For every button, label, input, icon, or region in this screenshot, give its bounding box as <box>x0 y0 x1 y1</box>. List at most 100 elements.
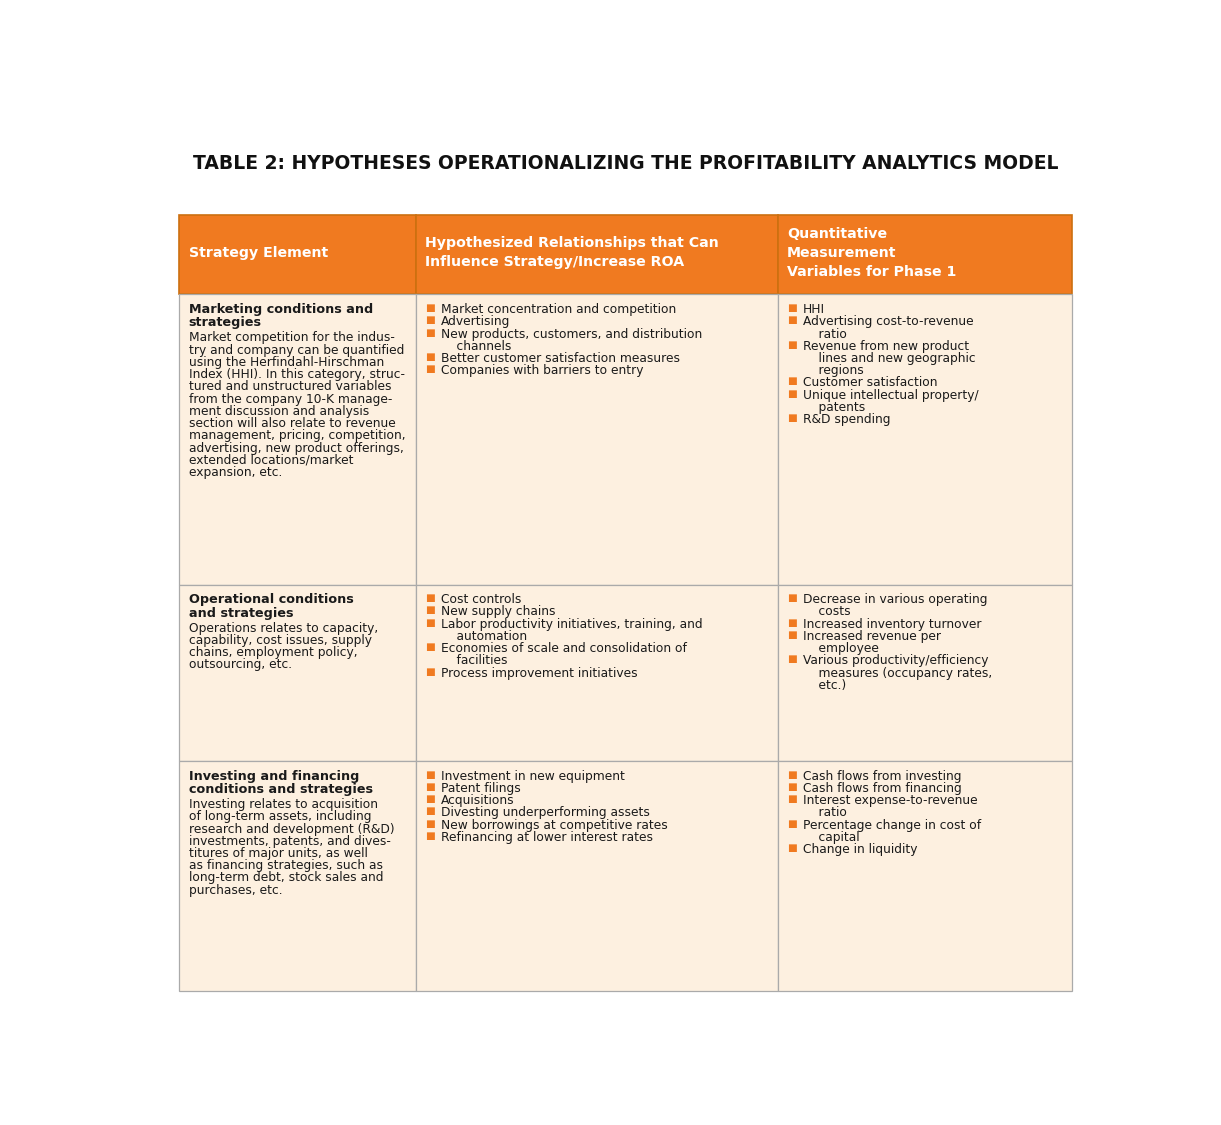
Text: Increased revenue per: Increased revenue per <box>803 630 941 644</box>
Bar <box>416 215 778 295</box>
Text: Market concentration and competition: Market concentration and competition <box>441 303 676 316</box>
Text: investments, patents, and dives-: investments, patents, and dives- <box>188 835 391 848</box>
Text: ■: ■ <box>788 377 797 387</box>
Text: Hypothesized Relationships that Can
Influence Strategy/Increase ROA: Hypothesized Relationships that Can Infl… <box>425 236 719 269</box>
Text: Labor productivity initiatives, training, and: Labor productivity initiatives, training… <box>441 618 703 631</box>
Text: conditions and strategies: conditions and strategies <box>188 783 372 796</box>
Text: Advertising: Advertising <box>441 315 510 328</box>
Bar <box>416 585 778 760</box>
Text: Divesting underperforming assets: Divesting underperforming assets <box>441 807 650 819</box>
Text: Refinancing at lower interest rates: Refinancing at lower interest rates <box>441 831 653 844</box>
Text: ■: ■ <box>425 618 435 628</box>
Text: Decrease in various operating: Decrease in various operating <box>803 593 988 606</box>
Text: ■: ■ <box>425 303 435 313</box>
Text: Quantitative
Measurement
Variables for Phase 1: Quantitative Measurement Variables for P… <box>788 227 956 279</box>
Text: Various productivity/efficiency: Various productivity/efficiency <box>803 655 988 667</box>
Text: lines and new geographic: lines and new geographic <box>803 352 976 364</box>
Text: capability, cost issues, supply: capability, cost issues, supply <box>188 633 371 647</box>
Text: ■: ■ <box>788 782 797 792</box>
Text: Market competition for the indus-: Market competition for the indus- <box>188 332 394 344</box>
Text: ■: ■ <box>788 593 797 603</box>
Text: tured and unstructured variables: tured and unstructured variables <box>188 380 391 394</box>
Text: Investment in new equipment: Investment in new equipment <box>441 770 625 783</box>
Text: R&D spending: R&D spending <box>803 413 890 426</box>
Text: Economies of scale and consolidation of: Economies of scale and consolidation of <box>441 642 687 655</box>
Bar <box>179 295 416 585</box>
Text: extended locations/market: extended locations/market <box>188 453 353 467</box>
Text: Investing and financing: Investing and financing <box>188 770 359 783</box>
Text: ■: ■ <box>788 794 797 804</box>
Text: facilities: facilities <box>441 655 508 667</box>
Text: as financing strategies, such as: as financing strategies, such as <box>188 860 382 872</box>
Text: Revenue from new product: Revenue from new product <box>803 340 969 353</box>
Text: Strategy Element: Strategy Element <box>188 246 327 260</box>
Text: ratio: ratio <box>803 807 846 819</box>
Text: from the company 10-K manage-: from the company 10-K manage- <box>188 393 392 406</box>
Bar <box>416 295 778 585</box>
Text: costs: costs <box>803 605 851 619</box>
Text: ■: ■ <box>788 303 797 313</box>
Text: ■: ■ <box>788 770 797 780</box>
Text: ■: ■ <box>425 794 435 804</box>
Text: HHI: HHI <box>803 303 825 316</box>
Text: ■: ■ <box>788 819 797 829</box>
Text: ■: ■ <box>788 843 797 853</box>
Text: Interest expense-to-revenue: Interest expense-to-revenue <box>803 794 978 807</box>
Text: Cash flows from financing: Cash flows from financing <box>803 782 962 795</box>
Text: ■: ■ <box>788 340 797 350</box>
Text: ■: ■ <box>425 642 435 652</box>
Bar <box>778 760 1072 991</box>
Text: titures of major units, as well: titures of major units, as well <box>188 847 368 860</box>
Bar <box>416 760 778 991</box>
Text: ■: ■ <box>425 364 435 375</box>
Text: Operations relates to capacity,: Operations relates to capacity, <box>188 622 377 634</box>
Text: using the Herfindahl-Hirschman: using the Herfindahl-Hirschman <box>188 356 383 369</box>
Text: ■: ■ <box>425 352 435 362</box>
Text: long-term debt, stock sales and: long-term debt, stock sales and <box>188 872 383 884</box>
Text: Companies with barriers to entry: Companies with barriers to entry <box>441 364 643 377</box>
Text: management, pricing, competition,: management, pricing, competition, <box>188 430 405 442</box>
Text: of long-term assets, including: of long-term assets, including <box>188 810 371 824</box>
Text: Index (HHI). In this category, struc-: Index (HHI). In this category, struc- <box>188 368 404 381</box>
Text: ■: ■ <box>425 327 435 338</box>
Text: Better customer satisfaction measures: Better customer satisfaction measures <box>441 352 680 364</box>
Text: ■: ■ <box>788 618 797 628</box>
Text: Unique intellectual property/: Unique intellectual property/ <box>803 389 978 402</box>
Text: ment discussion and analysis: ment discussion and analysis <box>188 405 369 417</box>
Text: ■: ■ <box>425 605 435 615</box>
Text: TABLE 2: HYPOTHESES OPERATIONALIZING THE PROFITABILITY ANALYTICS MODEL: TABLE 2: HYPOTHESES OPERATIONALIZING THE… <box>193 154 1059 173</box>
Bar <box>778 585 1072 760</box>
Text: ■: ■ <box>788 315 797 325</box>
Text: employee: employee <box>803 642 879 655</box>
Text: ■: ■ <box>425 819 435 829</box>
Text: ■: ■ <box>788 413 797 423</box>
Text: etc.): etc.) <box>803 678 846 692</box>
Text: ■: ■ <box>788 630 797 640</box>
Text: Cost controls: Cost controls <box>441 593 521 606</box>
Text: Change in liquidity: Change in liquidity <box>803 843 917 856</box>
Bar <box>179 215 416 295</box>
Text: channels: channels <box>441 340 512 353</box>
Text: Patent filings: Patent filings <box>441 782 521 795</box>
Text: ratio: ratio <box>803 327 846 341</box>
Text: Percentage change in cost of: Percentage change in cost of <box>803 819 980 831</box>
Text: Increased inventory turnover: Increased inventory turnover <box>803 618 982 631</box>
Text: regions: regions <box>803 364 863 377</box>
Text: Acquisitions: Acquisitions <box>441 794 515 807</box>
Text: Customer satisfaction: Customer satisfaction <box>803 377 938 389</box>
Text: New products, customers, and distribution: New products, customers, and distributio… <box>441 327 702 341</box>
Text: Process improvement initiatives: Process improvement initiatives <box>441 667 637 680</box>
Text: strategies: strategies <box>188 316 261 330</box>
Bar <box>179 760 416 991</box>
Text: advertising, new product offerings,: advertising, new product offerings, <box>188 442 403 454</box>
Text: Cash flows from investing: Cash flows from investing <box>803 770 961 783</box>
Text: Advertising cost-to-revenue: Advertising cost-to-revenue <box>803 315 973 328</box>
Bar <box>778 215 1072 295</box>
Text: ■: ■ <box>425 782 435 792</box>
Text: Investing relates to acquisition: Investing relates to acquisition <box>188 798 377 811</box>
Text: try and company can be quantified: try and company can be quantified <box>188 343 404 357</box>
Text: section will also relate to revenue: section will also relate to revenue <box>188 417 396 430</box>
Text: patents: patents <box>803 400 866 414</box>
Text: ■: ■ <box>425 831 435 840</box>
Text: purchases, etc.: purchases, etc. <box>188 884 282 897</box>
